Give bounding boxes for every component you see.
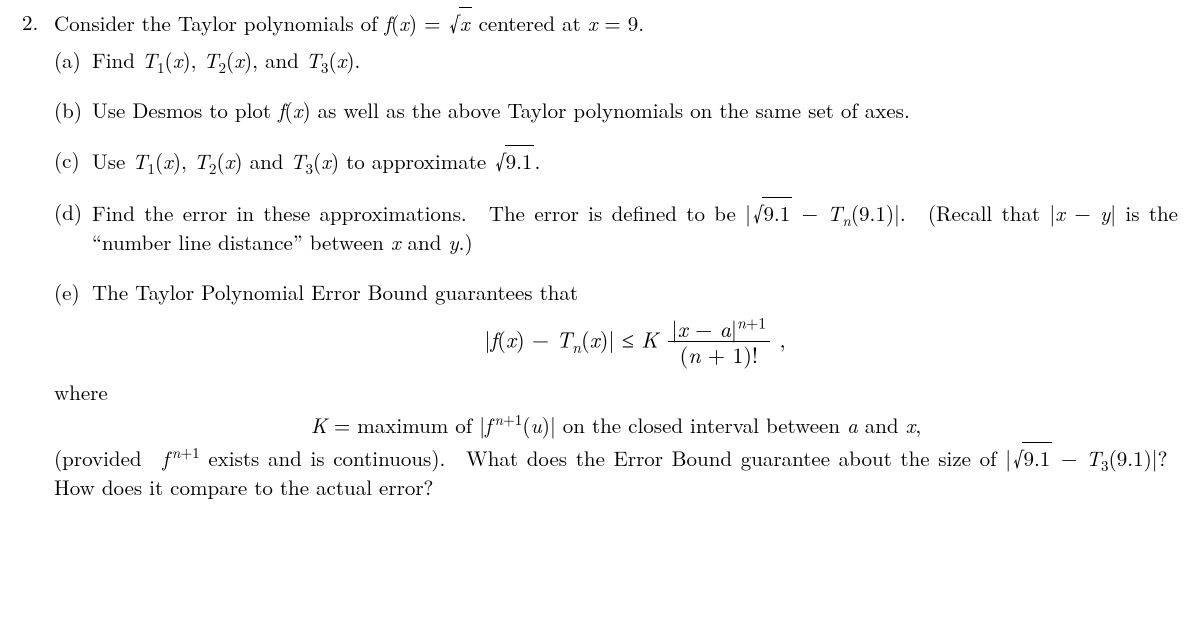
problem-body: Consider the Taylor polynomials of f(x) …: [54, 8, 1178, 501]
subparts: (a) Find T1(x), T2(x), and T3(x). (b) Us…: [54, 46, 1178, 374]
part-e-label: (e): [54, 278, 92, 374]
part-c: (c) Use T1(x), T2(x) and T3(x) to approx…: [54, 146, 1178, 176]
part-c-text: Use T1(x), T2(x) and T3(x) to approximat…: [92, 146, 1178, 176]
part-a-label: (a): [54, 46, 92, 74]
error-bound-formula: |f(x) − Tn(x)| ≤ K |x − a|n+1(n + 1)! ,: [92, 317, 1178, 369]
where-label: where: [54, 378, 1178, 406]
problem-number: 2.: [22, 8, 54, 501]
part-a: (a) Find T1(x), T2(x), and T3(x).: [54, 46, 1178, 74]
part-e-body: The Taylor Polynomial Error Bound guaran…: [92, 278, 1178, 374]
k-definition: K = maximum of |f n+1(u)| on the closed …: [54, 411, 1178, 439]
part-b-text: Use Desmos to plot f(x) as well as the a…: [92, 96, 1178, 124]
problem-2: 2. Consider the Taylor polynomials of f(…: [22, 8, 1178, 501]
part-d: (d) Find the error in these approximatio…: [54, 198, 1178, 256]
part-d-label: (d): [54, 198, 92, 256]
part-b: (b) Use Desmos to plot f(x) as well as t…: [54, 96, 1178, 124]
part-e-intro: The Taylor Polynomial Error Bound guaran…: [92, 278, 1178, 306]
part-d-text: Find the error in these approximations. …: [92, 198, 1178, 256]
part-c-label: (c): [54, 146, 92, 176]
part-e: (e) The Taylor Polynomial Error Bound gu…: [54, 278, 1178, 374]
problem-intro: Consider the Taylor polynomials of f(x) …: [54, 8, 1178, 38]
page: 2. Consider the Taylor polynomials of f(…: [0, 0, 1200, 501]
part-b-label: (b): [54, 96, 92, 124]
part-a-text: Find T1(x), T2(x), and T3(x).: [92, 46, 1178, 74]
part-e-tail: (provided f n+1 exists and is continuous…: [54, 443, 1178, 501]
